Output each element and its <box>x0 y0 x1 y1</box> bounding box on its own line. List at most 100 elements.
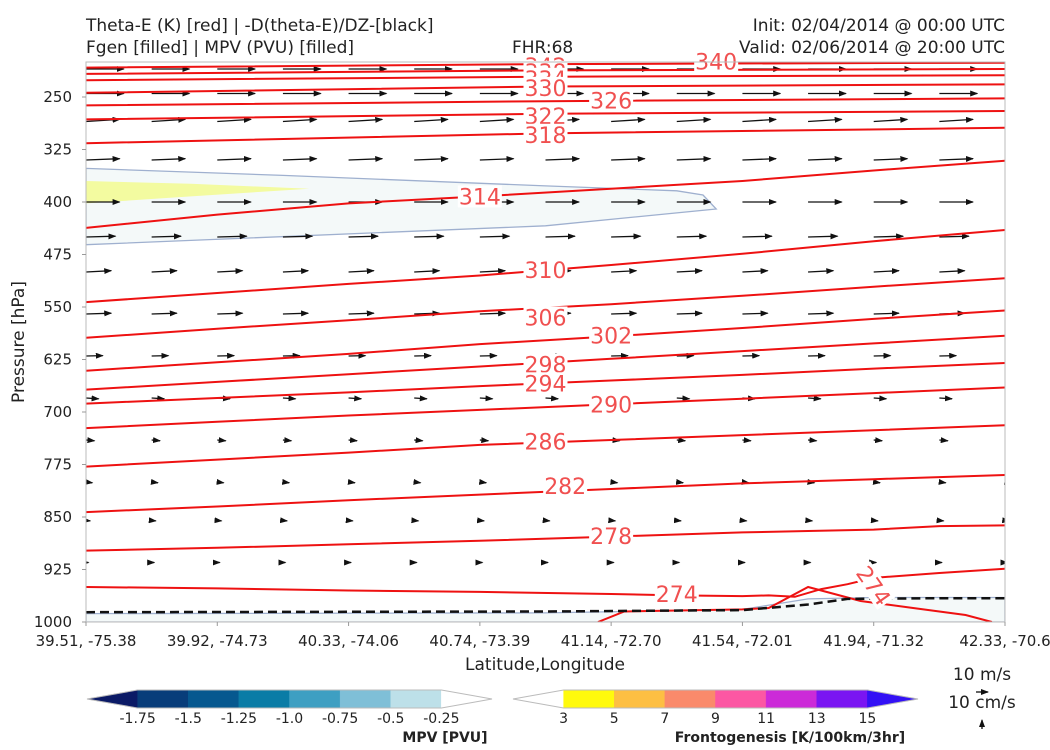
svg-text:310: 310 <box>525 259 567 284</box>
wind-vector <box>282 268 310 275</box>
wind-vector <box>545 155 581 162</box>
stability-contour <box>86 596 1005 614</box>
mpv-colorbar: -1.75 -1.5 -1.25 -1.0 -0.75 -0.5 -0.25 <box>86 689 493 727</box>
wind-vector <box>414 155 449 162</box>
wind-vector <box>348 233 379 240</box>
y-tick-label: 1000 <box>34 613 72 631</box>
mpv-region <box>86 167 718 246</box>
y-tick-label: 475 <box>43 246 72 264</box>
wind-vector <box>86 233 117 240</box>
contour-label: 286 <box>523 430 568 455</box>
y-tick-label: 775 <box>43 456 72 474</box>
wind-vector <box>1003 478 1005 485</box>
contour-label: 278 <box>589 524 634 550</box>
wind-vector <box>808 437 818 444</box>
x-tick-label: 41.14, -72.70 <box>561 632 662 650</box>
vector-key-label-vertical: 10 cm/s <box>948 693 1016 713</box>
fgen-colorbar-label: Frontogenesis [K/100km/3hr] <box>675 730 905 746</box>
svg-text:274: 274 <box>656 583 698 608</box>
theta-e-contour <box>86 386 1005 430</box>
wind-vector <box>939 116 974 123</box>
mpv-region <box>86 596 1005 622</box>
wind-vector <box>873 310 900 317</box>
x-tick-label: 39.92, -74.73 <box>167 632 268 650</box>
colorbar-tick-label: 13 <box>808 711 826 727</box>
wind-vector <box>742 233 773 240</box>
y-tick-label: 700 <box>43 403 72 421</box>
wind-vector <box>676 437 687 444</box>
svg-text:306: 306 <box>525 307 567 332</box>
svg-text:326: 326 <box>590 90 632 115</box>
colorbar-tick-label: -0.5 <box>377 711 404 727</box>
x-tick-label: 41.94, -71.32 <box>823 632 924 650</box>
theta-e-contour <box>86 309 1005 372</box>
svg-text:290: 290 <box>590 393 632 418</box>
colorbar-tick-label: 9 <box>711 711 720 727</box>
theta-e-contour <box>86 97 1005 107</box>
wind-vector <box>479 310 507 317</box>
contour-label: 274 <box>654 583 699 608</box>
wind-vector <box>413 478 422 485</box>
colorbar-tick-label: 7 <box>660 711 669 727</box>
wind-vector <box>86 310 113 317</box>
theta-e-contour <box>86 524 1005 552</box>
wind-vector <box>873 155 909 162</box>
colorbar-tick-label: -1.25 <box>221 711 257 727</box>
wind-vector <box>86 437 96 444</box>
wind-vector <box>1004 271 1005 272</box>
svg-text:340: 340 <box>695 50 737 75</box>
wind-vector <box>86 155 121 162</box>
contour-label: 310 <box>523 258 568 284</box>
theta-e-contour <box>86 159 1005 229</box>
contour-label: 326 <box>589 89 634 115</box>
wind-vector <box>611 310 638 317</box>
wind-vector <box>808 310 835 317</box>
wind-vector <box>676 310 703 317</box>
svg-text:294: 294 <box>525 372 567 397</box>
wind-vector <box>217 116 252 123</box>
y-tick-label: 400 <box>43 193 72 211</box>
y-tick-label: 325 <box>43 141 72 159</box>
wind-vector <box>808 233 839 240</box>
wind-vector <box>347 478 356 485</box>
svg-text:330: 330 <box>525 77 567 102</box>
wind-vector <box>414 233 445 240</box>
wind-vector <box>742 310 769 317</box>
theta-e-contour <box>597 585 993 622</box>
wind-vector <box>676 116 712 123</box>
wind-vector <box>611 233 642 240</box>
svg-text:314: 314 <box>459 185 501 210</box>
wind-vector <box>414 437 424 444</box>
wind-vector <box>808 116 843 123</box>
colorbar-tick-label: 3 <box>559 711 568 727</box>
y-tick-label: 550 <box>43 298 72 316</box>
y-tick-label: 250 <box>43 88 72 106</box>
y-axis-label: Pressure [hPa] <box>9 281 29 403</box>
wind-vector <box>742 155 777 162</box>
wind-vector <box>1004 120 1005 122</box>
x-tick-label: 42.33, -70.6 <box>959 632 1050 650</box>
wind-vector <box>217 233 248 240</box>
wind-vector <box>216 478 225 485</box>
mpv-colorbar-label: MPV [PVU] <box>402 730 487 746</box>
wind-vector <box>282 395 297 402</box>
wind-vector <box>348 268 375 275</box>
svg-text:302: 302 <box>590 325 632 350</box>
x-tick-label: 40.33, -74.06 <box>298 632 399 650</box>
colorbar-tick-label: 15 <box>858 711 876 727</box>
y-tick-label: 850 <box>43 508 72 526</box>
wind-vector <box>86 268 113 275</box>
wind-vector <box>348 437 358 444</box>
wind-vector <box>873 116 909 123</box>
wind-vector <box>1004 398 1005 399</box>
contour-label: 290 <box>589 393 634 418</box>
contour-label: 282 <box>543 475 588 500</box>
wind-vector <box>282 233 314 240</box>
wind-vector <box>151 233 182 240</box>
wind-vector <box>282 116 318 123</box>
wind-vector <box>808 155 843 162</box>
contour-label: 314 <box>457 185 502 210</box>
colorbar-tick-label: -1.5 <box>175 711 202 727</box>
wind-vector <box>742 116 777 123</box>
